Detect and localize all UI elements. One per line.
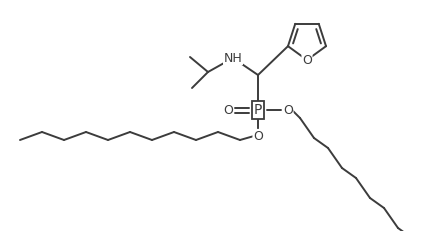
Text: P: P [254, 103, 262, 117]
Text: O: O [223, 103, 233, 116]
Text: O: O [302, 54, 312, 67]
Text: O: O [253, 130, 263, 143]
Text: NH: NH [224, 52, 242, 64]
Text: O: O [283, 103, 293, 116]
